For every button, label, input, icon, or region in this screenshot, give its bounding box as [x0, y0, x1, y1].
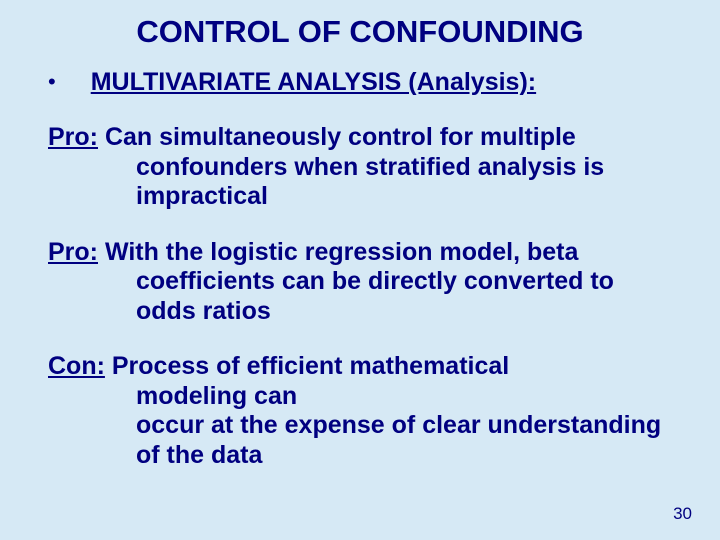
paragraph-con: Con: Process of efficient mathematical m…	[0, 352, 720, 470]
slide-title: CONTROL OF CONFOUNDING	[0, 0, 720, 68]
para-cont-a: modeling can	[48, 382, 680, 412]
para-cont: confounders when stratified analysis is …	[48, 153, 680, 212]
para-line1: With the logistic regression model, beta	[98, 238, 578, 266]
bullet-item: • MULTIVARIATE ANALYSIS (Analysis):	[0, 68, 720, 97]
bullet-text: MULTIVARIATE ANALYSIS (Analysis):	[91, 68, 536, 97]
page-number: 30	[673, 504, 692, 524]
paragraph-pro-2: Pro: With the logistic regression model,…	[0, 238, 720, 327]
para-label: Pro:	[48, 123, 98, 151]
para-line1: Process of efficient mathematical	[105, 352, 509, 380]
para-cont: coefficients can be directly converted t…	[48, 267, 680, 326]
para-label: Pro:	[48, 238, 98, 266]
paragraph-pro-1: Pro: Can simultaneously control for mult…	[0, 123, 720, 212]
bullet-marker: •	[48, 68, 56, 97]
para-line1: Can simultaneously control for multiple	[98, 123, 576, 151]
para-label: Con:	[48, 352, 105, 380]
para-cont-b: occur at the expense of clear understand…	[48, 411, 680, 470]
